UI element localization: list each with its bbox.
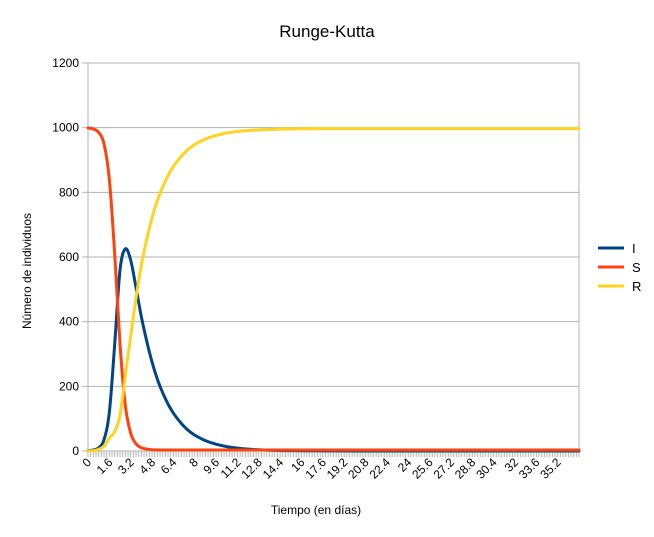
series-lines [86, 126, 581, 453]
x-axis-label: Tiempo (en días) [271, 503, 361, 517]
x-tick-label-16: 25.6 [409, 455, 436, 482]
legend: ISR [598, 241, 641, 294]
x-tick-label-7: 11.2 [218, 455, 244, 481]
legend-label-I: I [632, 241, 636, 256]
series-line-S [86, 126, 581, 452]
x-tick-label-3: 4.8 [136, 455, 158, 477]
y-axis-label: Número de individuos [20, 213, 34, 329]
y-tick-label-4: 800 [59, 185, 79, 199]
x-tick-label-12: 19.2 [324, 455, 351, 482]
x-tick-label-21: 33.6 [516, 455, 543, 482]
x-tick-label-18: 28.8 [452, 455, 479, 482]
chart-title: Runge-Kutta [279, 22, 375, 41]
x-tick-label-17: 27.2 [431, 455, 458, 482]
x-tick-label-14: 22.4 [367, 455, 394, 482]
y-axis-ticks: 0 200 400 600 800 1000 1200 [52, 56, 88, 458]
y-tick-label-1: 200 [59, 379, 79, 393]
series-line-R [86, 127, 581, 453]
x-tick-label-0: 0 [79, 455, 94, 470]
x-tick-label-9: 14.4 [260, 455, 287, 482]
x-tick-label-1: 1.6 [94, 455, 116, 477]
x-tick-label-8: 12.8 [238, 455, 265, 482]
legend-label-S: S [632, 260, 641, 275]
x-tick-label-19: 30.4 [473, 455, 500, 482]
y-tick-label-6: 1200 [52, 56, 79, 70]
y-tick-label-2: 400 [59, 315, 79, 329]
x-tick-label-22: 35.2 [537, 455, 564, 482]
x-tick-marks [87, 451, 580, 457]
y-tick-label-3: 600 [59, 250, 79, 264]
x-axis-ticks: 0 1.6 3.2 4.8 6.4 8 9.611.212.814.4 1617.619.22… [79, 450, 580, 482]
y-tick-label-0: 0 [72, 444, 79, 458]
x-tick-label-11: 17.6 [303, 455, 330, 482]
x-tick-label-13: 20.8 [345, 455, 372, 482]
legend-label-R: R [632, 279, 641, 294]
x-tick-label-5: 8 [186, 455, 201, 470]
x-tick-label-4: 6.4 [158, 455, 180, 477]
y-tick-label-5: 1000 [52, 121, 79, 135]
series-line-I [86, 247, 581, 453]
x-tick-label-2: 3.2 [115, 455, 137, 477]
